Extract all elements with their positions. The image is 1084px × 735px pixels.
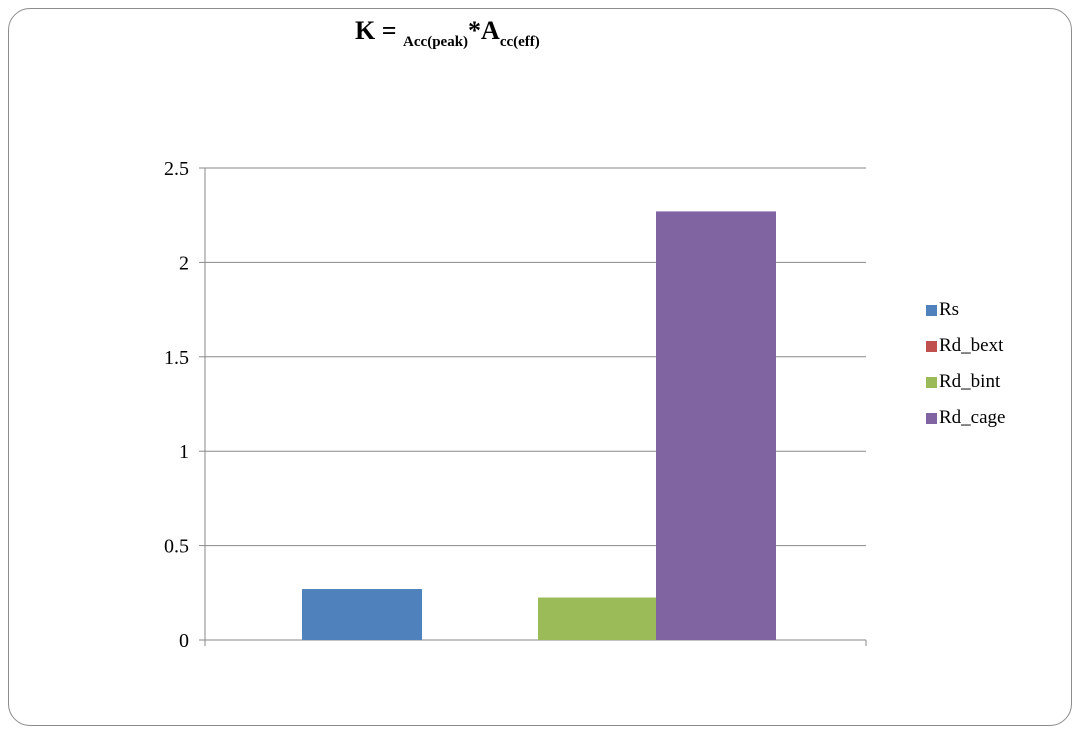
legend-swatch xyxy=(926,412,937,424)
y-tick-label: 0.5 xyxy=(164,536,189,558)
y-tick-label: 2.5 xyxy=(164,158,189,180)
legend-label: Rs xyxy=(939,299,960,320)
title-sub-acc-peak: Acc(peak) xyxy=(403,34,469,50)
legend-label: Rd_bint xyxy=(939,371,1001,392)
legend-swatch xyxy=(926,376,937,388)
y-tick-label: 1 xyxy=(179,441,189,463)
title-star-a: *A xyxy=(468,16,500,45)
title-sub-cc-eff: cc(eff) xyxy=(499,34,540,50)
y-tick-labels: 0 0.5 1 1.5 2 2.5 xyxy=(164,158,189,652)
legend-item-rd-cage: Rd_cage xyxy=(926,400,1005,436)
title-k: K = xyxy=(355,16,404,45)
chart-title: K = Acc(peak)*Acc(eff) xyxy=(355,18,540,50)
legend-swatch xyxy=(926,340,937,352)
legend: Rs Rd_bext Rd_bint Rd_cage xyxy=(926,292,1005,436)
bar-rd-cage xyxy=(656,211,776,640)
bars xyxy=(302,211,776,640)
legend-item-rd-bext: Rd_bext xyxy=(926,328,1005,364)
y-tick-label: 1.5 xyxy=(164,347,189,369)
axes xyxy=(199,167,867,646)
bar-rd-bint xyxy=(538,597,658,640)
legend-label: Rd_bext xyxy=(939,335,1004,356)
bar-rs xyxy=(302,589,422,640)
legend-label: Rd_cage xyxy=(939,407,1006,428)
legend-item-rs: Rs xyxy=(926,292,1005,328)
y-tick-label: 0 xyxy=(179,630,189,652)
legend-item-rd-bint: Rd_bint xyxy=(926,364,1005,400)
y-tick-label: 2 xyxy=(179,252,189,274)
legend-swatch xyxy=(926,304,937,316)
